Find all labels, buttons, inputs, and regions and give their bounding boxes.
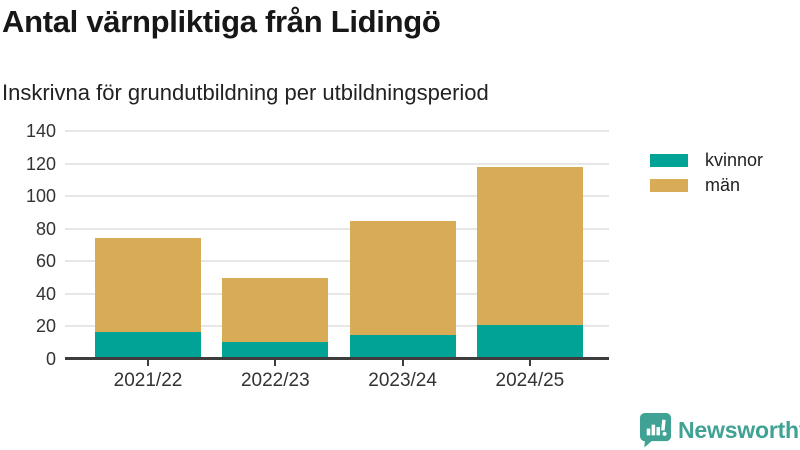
legend: kvinnor män bbox=[650, 148, 763, 198]
gridline-100 bbox=[65, 195, 609, 198]
y-tick-label-100: 100 bbox=[25, 186, 56, 207]
legend-label-män: män bbox=[705, 175, 741, 195]
y-tick-label-60: 60 bbox=[35, 251, 56, 272]
bar-segment-män-2023/24 bbox=[349, 221, 456, 336]
plot-area: 2021/22 2022/23 2023/24 2024/25 bbox=[65, 130, 609, 391]
newsworthy-bubble-icon bbox=[639, 413, 672, 448]
legend-swatch-män bbox=[650, 179, 688, 192]
gridline-20 bbox=[65, 325, 609, 328]
x-tick-label-2024/25: 2024/25 bbox=[495, 370, 565, 391]
x-axis-line bbox=[65, 357, 609, 360]
legend-item-män: män bbox=[650, 173, 763, 198]
legend-item-kvinnor: kvinnor bbox=[650, 148, 763, 173]
y-tick-label-140: 140 bbox=[25, 121, 56, 141]
legend-label-kvinnor: kvinnor bbox=[705, 150, 764, 170]
chart-title: Antal värnpliktiga från Lidingö bbox=[2, 4, 441, 39]
bar-segment-kvinnor-2021/22 bbox=[95, 331, 201, 358]
x-tick-2023/24 bbox=[401, 360, 404, 366]
bar-chart-glyph bbox=[646, 419, 667, 436]
gridline-40 bbox=[65, 292, 609, 295]
gridline-80 bbox=[65, 227, 609, 230]
newsworthy-logo[interactable]: Newsworthy bbox=[639, 412, 800, 448]
bar-segment-män-2022/23 bbox=[222, 278, 329, 342]
x-tick-2022/23 bbox=[274, 360, 277, 366]
bar-2024/25 bbox=[476, 167, 583, 358]
y-tick-label-20: 20 bbox=[35, 316, 56, 337]
bar-segment-kvinnor-2023/24 bbox=[349, 335, 456, 358]
bar-2023/24 bbox=[349, 221, 456, 358]
y-tick-label-40: 40 bbox=[35, 283, 56, 304]
x-tick-label-2023/24: 2023/24 bbox=[368, 370, 437, 391]
gridline-120 bbox=[65, 162, 609, 165]
chart-subtitle: Inskrivna för grundutbildning per utbild… bbox=[2, 80, 489, 105]
bar-2021/22 bbox=[95, 237, 201, 358]
y-tick-label-120: 120 bbox=[25, 153, 56, 174]
x-tick-2021/22 bbox=[147, 360, 149, 366]
gridline-60 bbox=[65, 260, 609, 263]
bar-segment-män-2021/22 bbox=[95, 237, 201, 332]
bar-2022/23 bbox=[222, 278, 329, 358]
bar-segment-kvinnor-2024/25 bbox=[476, 325, 583, 358]
bar-segment-män-2024/25 bbox=[476, 167, 583, 326]
x-tick-2024/25 bbox=[528, 360, 531, 366]
bar-segment-kvinnor-2022/23 bbox=[222, 341, 329, 358]
y-tick-label-80: 80 bbox=[35, 218, 56, 239]
x-tick-label-2022/23: 2022/23 bbox=[240, 370, 310, 391]
y-tick-label-0: 0 bbox=[45, 349, 56, 369]
x-tick-label-2021/22: 2021/22 bbox=[113, 370, 183, 391]
legend-swatch-kvinnor bbox=[650, 154, 688, 167]
gridline-140 bbox=[65, 130, 609, 132]
newsworthy-wordmark: Newsworthy bbox=[678, 416, 800, 443]
